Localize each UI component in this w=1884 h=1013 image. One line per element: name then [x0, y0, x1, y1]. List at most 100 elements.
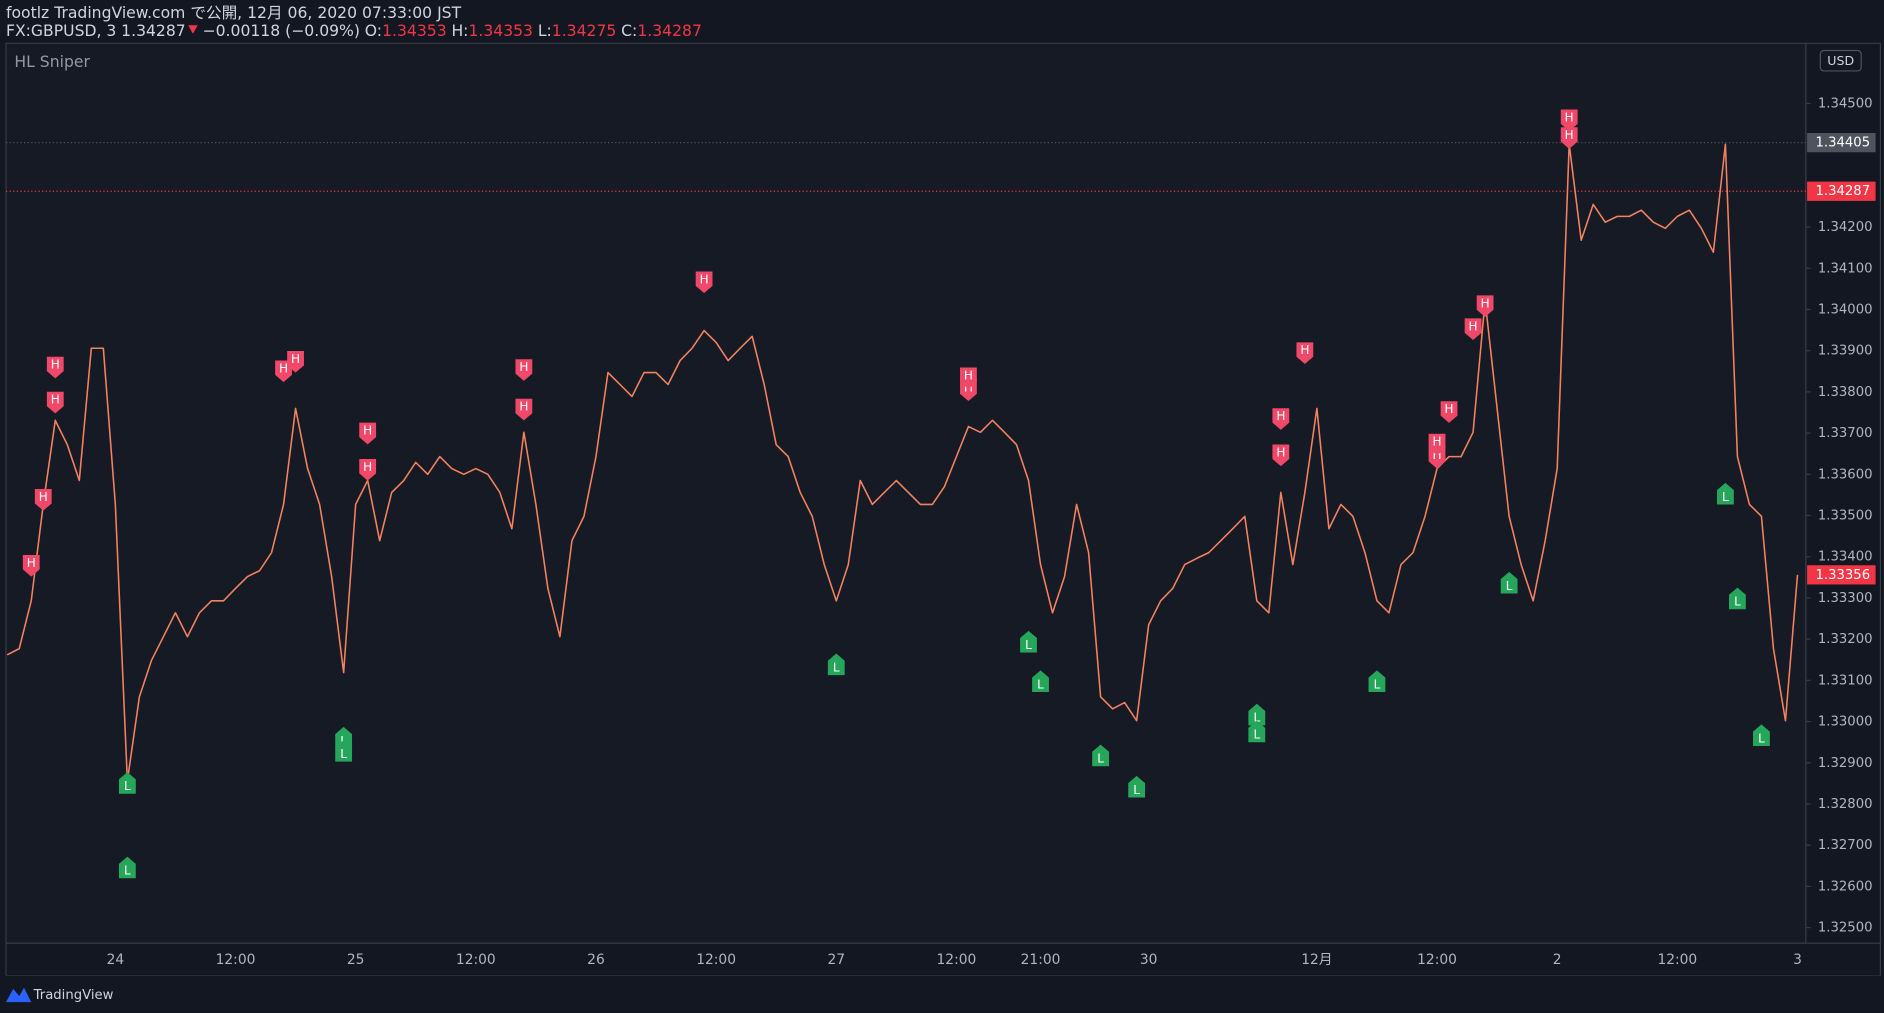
currency-box	[1819, 49, 1862, 72]
hl-marker-label: L	[1734, 594, 1741, 608]
symbol: FX:GBPUSD, 3	[6, 22, 116, 40]
x-tick-label: 12:00	[1417, 952, 1457, 968]
hl-marker: H	[1296, 342, 1314, 364]
hl-marker: H	[960, 367, 977, 390]
hl-marker-label: L	[1722, 490, 1729, 504]
x-tick-label: 24	[107, 952, 125, 968]
price-badge-label: 1.33356	[1816, 568, 1871, 583]
x-tick-label: 12:00	[456, 952, 496, 968]
brand: TradingView	[33, 988, 114, 1003]
hl-marker-shape	[118, 772, 136, 794]
hl-marker-label: L	[1025, 638, 1032, 652]
hl-marker-shape	[287, 350, 304, 373]
hl-marker-shape	[1248, 703, 1266, 726]
hl-marker-shape	[1032, 670, 1049, 693]
hl-marker-shape	[1128, 775, 1146, 798]
hl-marker-shape	[1476, 295, 1494, 317]
hl-marker-label: H	[1300, 343, 1309, 357]
hl-marker: H	[359, 422, 377, 445]
hl-marker-label: L	[1758, 731, 1765, 745]
hl-marker-shape	[1368, 670, 1386, 693]
hl-marker: H	[359, 458, 377, 481]
hl-marker-shape	[1296, 342, 1314, 364]
y-tick-label: 1.32900	[1818, 756, 1873, 771]
hl-marker-label: L	[1037, 677, 1044, 691]
x-tick-label: 21:00	[1021, 952, 1061, 968]
header: footlz TradingView.com で公開, 12月 06, 2020…	[6, 4, 462, 22]
hl-marker-label: H	[27, 556, 36, 570]
y-tick-label: 1.33800	[1818, 385, 1873, 400]
hl-marker-shape	[22, 554, 40, 577]
hl-marker: H	[22, 554, 40, 577]
hl-marker-label: L	[1506, 579, 1513, 593]
hl-marker: H	[515, 398, 533, 421]
hl-marker-label: H	[519, 400, 528, 414]
time-axis	[5, 942, 1881, 977]
ohlc-key: C:	[621, 22, 637, 40]
hl-marker-label: H	[1565, 110, 1574, 124]
hl-marker-shape	[695, 271, 713, 294]
hl-marker-label: L	[833, 660, 840, 674]
last-price: 1.34287	[121, 22, 186, 40]
y-tick-label: 1.34500	[1818, 96, 1873, 111]
price-badge-label: 1.34287	[1816, 184, 1871, 199]
plot-area	[5, 42, 1807, 944]
ohlc-value: 1.34353	[382, 22, 447, 40]
hl-marker: L	[1032, 670, 1049, 693]
hl-marker-shape	[1729, 587, 1746, 610]
hl-marker: H	[1560, 127, 1578, 149]
hl-marker-shape	[1092, 744, 1110, 767]
hl-marker: L	[1753, 724, 1770, 747]
hl-marker-label: H	[363, 424, 372, 438]
y-tick-label: 1.32800	[1818, 797, 1873, 812]
hl-marker-shape	[1560, 127, 1578, 149]
price-badge	[1807, 565, 1876, 585]
hl-marker-label: L	[124, 864, 131, 878]
x-tick-label: 12:00	[1657, 952, 1697, 968]
hl-marker: L	[335, 740, 353, 762]
hl-marker-shape	[1428, 446, 1446, 469]
y-tick-label: 1.33100	[1818, 673, 1873, 688]
hl-marker-label: H	[291, 352, 300, 366]
hl-marker: H	[1560, 109, 1578, 132]
x-tick-label: 3	[1793, 952, 1802, 968]
hl-marker-label: H	[51, 393, 60, 407]
ohlc-key: L:	[538, 22, 552, 40]
hl-marker: L	[1500, 571, 1518, 594]
hl-marker: H	[46, 356, 64, 379]
hl-marker-label: L	[124, 779, 131, 793]
hl-marker-label: H	[1276, 409, 1285, 423]
x-tick-label: 26	[587, 952, 605, 968]
ohlc-value: 1.34287	[637, 22, 702, 40]
hl-marker: H	[1272, 408, 1290, 430]
x-tick-label: 2	[1553, 952, 1562, 968]
hl-marker-shape	[1428, 433, 1446, 456]
hl-marker: L	[118, 856, 136, 879]
y-tick-label: 1.34100	[1818, 261, 1873, 276]
price-badge-label: 1.34405	[1816, 136, 1871, 151]
hl-marker-shape	[1020, 630, 1037, 653]
hl-marker-shape	[46, 391, 64, 414]
hl-marker-shape	[335, 726, 353, 749]
hl-marker-label: L	[1253, 711, 1260, 725]
hl-marker-label: L	[1133, 783, 1140, 797]
hl-marker-shape	[359, 422, 377, 445]
hl-marker-label: H	[1276, 445, 1285, 459]
x-tick-label: 12:00	[937, 952, 977, 968]
hl-marker: H	[34, 489, 52, 511]
hl-marker: L	[1092, 744, 1110, 767]
hl-marker-label: H	[1469, 319, 1478, 333]
hl-marker-label: H	[279, 361, 288, 375]
hl-marker-label: H	[363, 460, 372, 474]
hl-marker: H	[1476, 295, 1494, 317]
y-tick-label: 1.33200	[1818, 632, 1873, 647]
hl-marker-shape	[1560, 109, 1578, 132]
hl-marker: H	[287, 350, 304, 373]
hl-marker: L	[1128, 775, 1146, 798]
hl-marker: L	[827, 653, 845, 676]
y-tick-label: 1.34000	[1818, 303, 1873, 318]
price-line-series	[6, 143, 1799, 782]
y-tick-label: 1.33700	[1818, 426, 1873, 441]
